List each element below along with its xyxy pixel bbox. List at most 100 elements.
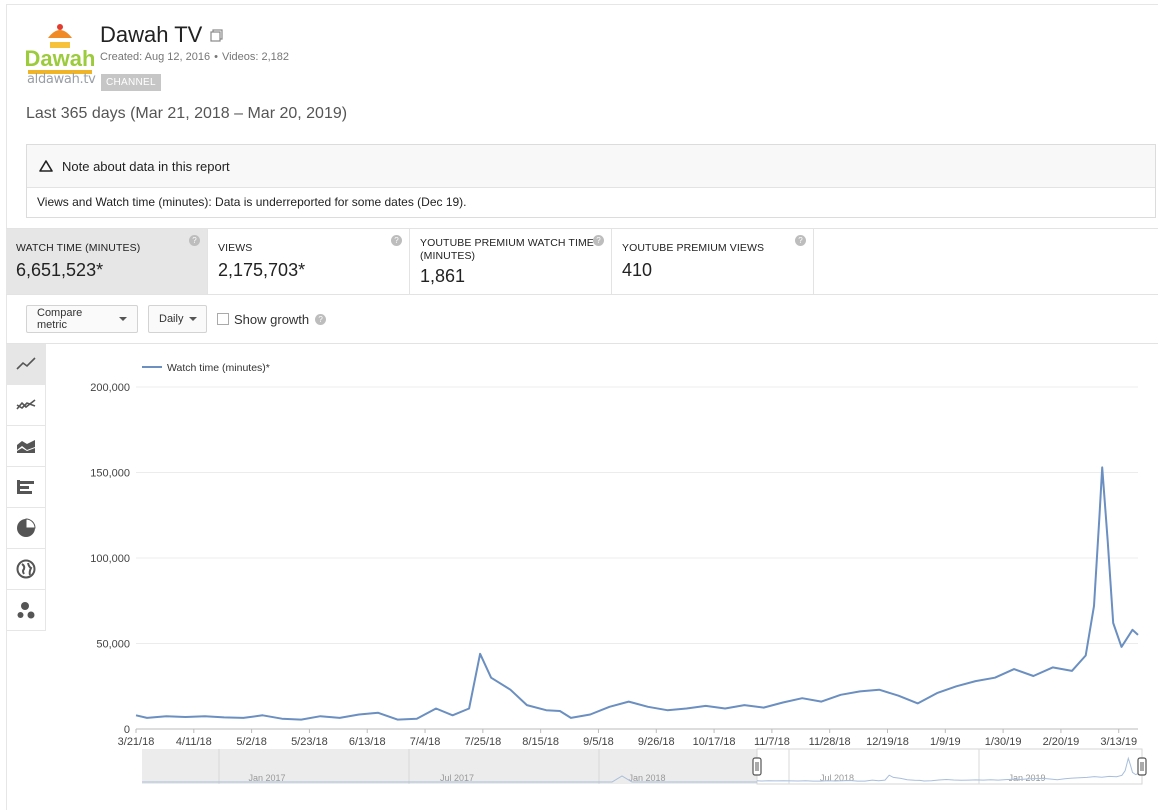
chart-legend[interactable]: Watch time (minutes)*: [142, 362, 270, 374]
channel-meta: Created: Aug 12, 2016 • Videos: 2,182: [100, 51, 290, 63]
external-link-icon[interactable]: [210, 28, 223, 42]
x-tick-label: 9/5/18: [583, 736, 614, 748]
created-date: Created: Aug 12, 2016: [100, 51, 211, 63]
x-tick-label: 11/7/18: [754, 736, 790, 748]
metric-tab-views[interactable]: VIEWS 2,175,703* ?: [208, 229, 410, 294]
y-tick-label: 0: [124, 724, 130, 736]
chart-grid: [136, 386, 1138, 730]
logo-url-text: aldawah.tv: [27, 72, 96, 87]
series-line[interactable]: [135, 466, 1139, 721]
x-tick-label: 5/23/18: [291, 736, 328, 748]
metric-value: 1,861: [420, 266, 466, 286]
chart-controls: Compare metric Daily Show growth ?: [26, 305, 327, 333]
channel-title-row: Dawah TV: [100, 22, 223, 48]
navigator-history-line: [142, 775, 757, 783]
x-tick-label: 7/25/18: [464, 736, 501, 748]
x-tick-label: 12/19/18: [866, 736, 909, 748]
y-tick-label: 200,000: [90, 382, 130, 394]
legend-label: Watch time (minutes)*: [167, 362, 270, 374]
chevron-down-icon: [189, 317, 198, 321]
stacked-area-chart-icon: [16, 440, 35, 453]
help-icon[interactable]: ?: [391, 235, 402, 246]
metric-label: WATCH TIME (MINUTES): [16, 242, 141, 254]
x-axis: 3/21/18 4/11/18 5/2/18 5/23/18 6/13/18 7/4/18…: [118, 729, 1137, 748]
metric-tab-watch-time[interactable]: WATCH TIME (MINUTES) 6,651,523* ?: [6, 229, 208, 294]
help-icon[interactable]: ?: [315, 313, 327, 325]
video-count: Videos: 2,182: [221, 51, 290, 63]
multi-line-chart-button[interactable]: [6, 385, 46, 426]
note-title: Note about data in this report: [62, 158, 230, 174]
x-tick-label: 4/11/18: [176, 736, 212, 748]
pie-chart-button[interactable]: [6, 508, 46, 549]
navigator-label: Jul 2018: [820, 773, 854, 783]
warning-icon: [39, 160, 53, 172]
report-frame: [6, 4, 1158, 810]
bar-chart-icon: [16, 480, 34, 494]
navigator-label: Jan 2018: [628, 773, 665, 783]
y-tick-label: 150,000: [90, 468, 130, 480]
chevron-down-icon: [119, 317, 127, 321]
line-chart-button[interactable]: [6, 344, 46, 385]
pie-chart-icon: [16, 518, 36, 537]
x-tick-label: 11/28/18: [809, 736, 851, 748]
help-icon[interactable]: ?: [795, 235, 806, 246]
multi-line-chart-icon: [15, 399, 35, 410]
compare-metric-button[interactable]: Compare metric: [26, 305, 138, 333]
x-tick-label: 3/13/19: [1100, 736, 1137, 748]
navigator-series-line: [756, 756, 1143, 782]
metric-label: YOUTUBE PREMIUM WATCH TIME (MINUTES): [420, 237, 594, 262]
x-tick-label: 1/9/19: [930, 736, 961, 748]
series-watch-time[interactable]: [135, 466, 1139, 721]
help-icon[interactable]: ?: [593, 235, 604, 246]
date-range-label[interactable]: Last 365 days (Mar 21, 2018 – Mar 20, 20…: [26, 105, 348, 122]
x-tick-label: 8/15/18: [522, 736, 559, 748]
navigator-label: Jan 2017: [248, 773, 285, 783]
show-growth-toggle[interactable]: Show growth ?: [217, 311, 327, 327]
navigator-right-handle[interactable]: [1137, 757, 1147, 776]
y-tick-label: 50,000: [96, 639, 130, 651]
navigator-label: Jul 2017: [440, 773, 474, 783]
metric-value: 410: [622, 260, 653, 280]
y-tick-label: 100,000: [90, 553, 130, 565]
x-tick-label: 1/30/19: [985, 736, 1022, 748]
channel-title[interactable]: Dawah TV: [100, 22, 203, 47]
y-axis: 0 50,000 100,000 150,000 200,000: [90, 382, 130, 736]
line-chart-icon: [15, 357, 36, 370]
x-tick-label: 5/2/18: [236, 736, 267, 748]
granularity-dropdown[interactable]: Daily: [148, 305, 207, 333]
x-tick-label: 2/20/19: [1043, 736, 1080, 748]
show-growth-checkbox[interactable]: [217, 313, 229, 325]
metric-tab-premium-watch-time[interactable]: YOUTUBE PREMIUM WATCH TIME (MINUTES) 1,8…: [410, 229, 612, 294]
x-tick-label: 10/17/18: [693, 736, 736, 748]
compare-metric-label: Compare metric: [37, 307, 83, 331]
granularity-label: Daily: [159, 313, 184, 325]
stacked-area-chart-button[interactable]: [6, 426, 46, 467]
data-note: Note about data in this report Views and…: [26, 144, 1156, 218]
show-growth-label: Show growth: [234, 311, 310, 327]
metric-label: VIEWS: [218, 242, 253, 254]
bubble-chart-icon: [17, 602, 34, 619]
watch-time-line-chart[interactable]: 0 50,000 100,000 150,000 200,000 3/21/18 4/11…: [46, 344, 1158, 811]
navigator-label: Jan 2019: [1008, 773, 1045, 783]
bubble-chart-button[interactable]: [6, 590, 46, 631]
metric-tab-premium-views[interactable]: YOUTUBE PREMIUM VIEWS 410 ?: [612, 229, 814, 294]
note-header[interactable]: Note about data in this report: [27, 145, 1155, 188]
geography-map-button[interactable]: [6, 549, 46, 590]
metric-value: 2,175,703*: [218, 260, 306, 280]
channel-logo: Dawah: [26, 24, 94, 74]
x-tick-label: 9/26/18: [638, 736, 675, 748]
x-tick-label: 6/13/18: [349, 736, 386, 748]
range-navigator[interactable]: Jan 2017 Jul 2017 Jan 2018 Jul 2018 Jan 2019: [142, 748, 1147, 785]
chart-type-toolbar: [6, 344, 46, 631]
help-icon[interactable]: ?: [189, 235, 200, 246]
x-tick-label: 7/4/18: [410, 736, 441, 748]
note-body: Views and Watch time (minutes): Data is …: [37, 195, 467, 209]
globe-map-icon: [16, 559, 35, 579]
bar-chart-button[interactable]: [6, 467, 46, 508]
navigator-left-handle[interactable]: [752, 757, 762, 776]
chart-area: 0 50,000 100,000 150,000 200,000 3/21/18 4/11…: [6, 343, 1158, 810]
navigator-selection[interactable]: [756, 748, 1143, 785]
metric-label: YOUTUBE PREMIUM VIEWS: [622, 242, 765, 254]
logo-text: Dawah: [26, 46, 94, 71]
x-tick-label: 3/21/18: [118, 736, 155, 748]
